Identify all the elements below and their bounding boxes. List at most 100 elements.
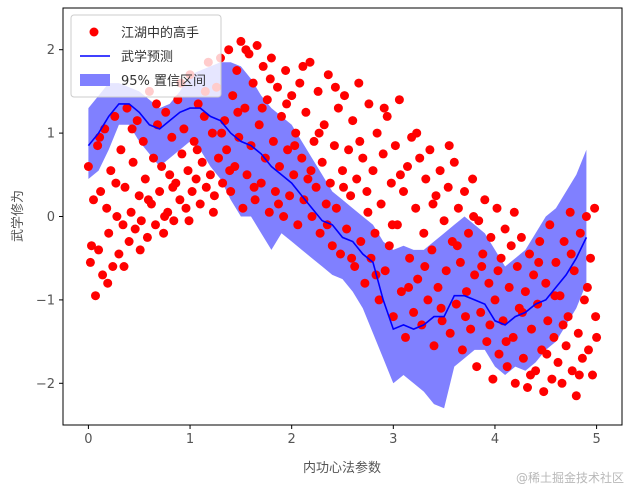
scatter-point bbox=[112, 212, 122, 221]
scatter-point bbox=[95, 132, 105, 142]
scatter-point bbox=[582, 282, 592, 292]
scatter-point bbox=[254, 120, 264, 130]
scatter-point bbox=[557, 378, 567, 388]
scatter-point bbox=[330, 82, 340, 92]
scatter-point bbox=[427, 245, 437, 255]
scatter-point bbox=[93, 141, 103, 151]
scatter-point bbox=[586, 253, 595, 263]
scatter-point bbox=[462, 287, 471, 297]
scatter-point bbox=[175, 195, 185, 205]
legend-marker-band bbox=[80, 74, 110, 86]
scatter-point bbox=[295, 78, 305, 88]
scatter-point bbox=[111, 178, 121, 188]
scatter-point bbox=[470, 270, 480, 280]
scatter-point bbox=[429, 341, 439, 351]
y-axis-ticks: −2 −1 0 1 2 bbox=[36, 43, 63, 392]
scatter-point bbox=[201, 182, 211, 192]
scatter-point bbox=[386, 178, 396, 188]
scatter-point bbox=[83, 162, 93, 171]
scatter-point bbox=[281, 66, 291, 75]
scatter-point bbox=[135, 245, 145, 255]
scatter-point bbox=[338, 166, 347, 176]
scatter-point bbox=[184, 216, 194, 226]
scatter-point bbox=[342, 224, 352, 234]
scatter-point bbox=[333, 103, 343, 113]
legend-label-line: 武学预测 bbox=[121, 49, 173, 65]
scatter-point bbox=[209, 191, 219, 201]
scatter-point bbox=[241, 45, 251, 55]
y-tick-label: 2 bbox=[47, 43, 55, 58]
x-tick-label: 0 bbox=[84, 432, 92, 447]
scatter-point bbox=[571, 391, 581, 401]
scatter-point bbox=[275, 162, 284, 171]
scatter-point bbox=[401, 332, 410, 342]
scatter-point bbox=[543, 316, 553, 326]
scatter-point bbox=[256, 178, 266, 188]
scatter-point bbox=[128, 157, 138, 167]
scatter-point bbox=[452, 241, 462, 251]
scatter-point bbox=[225, 166, 235, 176]
scatter-point bbox=[94, 245, 104, 255]
scatter-point bbox=[559, 237, 569, 246]
scatter-point bbox=[309, 136, 319, 146]
scatter-point bbox=[553, 357, 563, 367]
scatter-point bbox=[527, 324, 536, 334]
scatter-point bbox=[370, 228, 380, 238]
scatter-point bbox=[197, 157, 207, 167]
x-tick-label: 3 bbox=[389, 432, 397, 447]
watermark: @稀土掘金技术社区 bbox=[515, 471, 624, 485]
scatter-point bbox=[102, 203, 112, 213]
scatter-point bbox=[331, 203, 341, 213]
scatter-point bbox=[192, 145, 202, 155]
prediction-line bbox=[87, 103, 588, 331]
scatter-point bbox=[395, 170, 405, 180]
scatter-point bbox=[512, 262, 522, 271]
scatter-point bbox=[508, 332, 518, 342]
scatter-point bbox=[573, 328, 583, 338]
scatter-point bbox=[132, 116, 142, 126]
scatter-point bbox=[270, 187, 280, 196]
scatter-point bbox=[551, 257, 561, 267]
scatter-point bbox=[574, 370, 584, 380]
scatter-point bbox=[413, 274, 423, 284]
scatter-point bbox=[415, 153, 425, 163]
scatter-point bbox=[579, 295, 589, 305]
scatter-point bbox=[268, 136, 278, 146]
scatter-point bbox=[444, 141, 454, 151]
scatter-point bbox=[443, 182, 453, 192]
scatter-point bbox=[264, 207, 274, 217]
scatter-point bbox=[104, 228, 114, 238]
scatter-point bbox=[355, 136, 365, 146]
scatter-point bbox=[535, 237, 545, 246]
scatter-point bbox=[403, 162, 412, 171]
scatter-point bbox=[120, 182, 130, 192]
scatter-point bbox=[106, 166, 116, 176]
scatter-point bbox=[558, 320, 568, 330]
scatter-point bbox=[306, 166, 316, 176]
scatter-point bbox=[242, 170, 252, 180]
scatter-point bbox=[387, 220, 397, 230]
scatter-point bbox=[590, 203, 600, 213]
scatter-point bbox=[207, 128, 217, 138]
scatter-point bbox=[127, 124, 137, 134]
scatter-point bbox=[305, 57, 315, 67]
y-tick-label: −1 bbox=[36, 293, 55, 308]
scatter-point bbox=[103, 278, 113, 288]
scatter-point bbox=[360, 278, 370, 288]
scatter-point bbox=[336, 249, 345, 259]
scatter-point bbox=[228, 91, 238, 101]
scatter-point bbox=[420, 262, 430, 271]
legend-label-scatter: 江湖中的高手 bbox=[121, 25, 199, 41]
scatter-point bbox=[315, 228, 325, 238]
scatter-point bbox=[273, 82, 282, 92]
scatter-point bbox=[323, 70, 333, 80]
scatter-point bbox=[453, 203, 463, 213]
scatter-point bbox=[368, 166, 378, 176]
scatter-point bbox=[329, 141, 339, 151]
scatter-point bbox=[191, 174, 201, 184]
scatter-point bbox=[108, 262, 118, 271]
scatter-points bbox=[83, 36, 602, 401]
scatter-point bbox=[289, 170, 299, 180]
scatter-point bbox=[588, 370, 597, 380]
scatter-point bbox=[451, 299, 461, 309]
